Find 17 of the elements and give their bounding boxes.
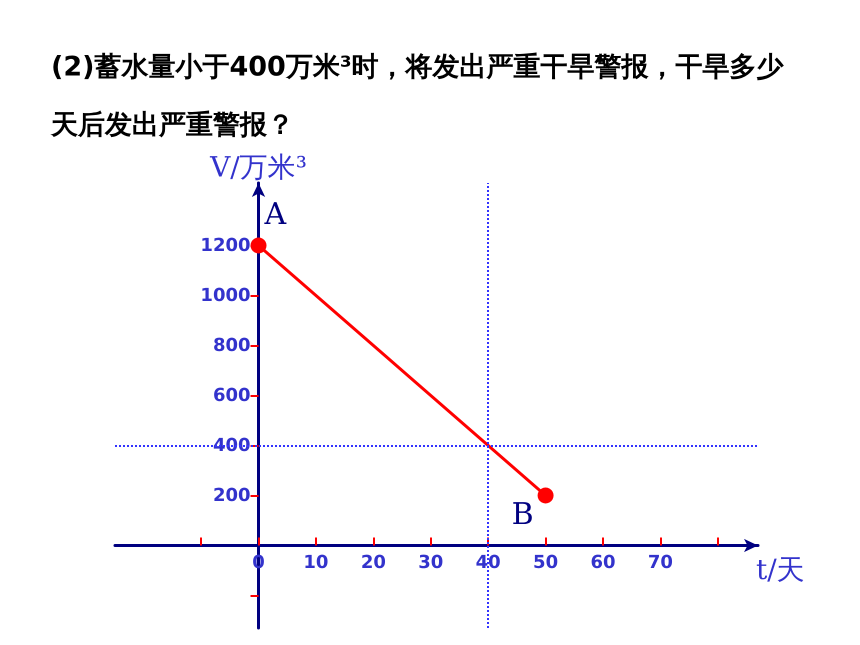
x-tick-label: 70 (648, 552, 673, 573)
x-tick-label: 10 (303, 552, 328, 573)
annotation: B (512, 497, 534, 532)
x-axis-title: t/天 (756, 553, 805, 586)
x-tick-label: 30 (418, 552, 444, 573)
x-tick-label: 40 (476, 552, 501, 573)
y-tick-label: 800 (212, 335, 251, 356)
x-tick-label: 60 (590, 552, 616, 573)
y-tick-label: 600 (212, 385, 251, 406)
annotation: A (264, 197, 287, 232)
x-tick-label: 20 (360, 552, 386, 573)
x-tick-label: 50 (533, 552, 558, 573)
y-tick-label: 1000 (200, 285, 251, 306)
y-axis-title: V/万米³ (209, 150, 307, 184)
chart-title: (2)蓄水量小于400万米³时，将发出严重干旱警报，干旱多少天后发出严重警报？ (50, 52, 785, 140)
y-tick-label: 1200 (200, 235, 251, 256)
y-tick-label: 200 (212, 485, 251, 506)
